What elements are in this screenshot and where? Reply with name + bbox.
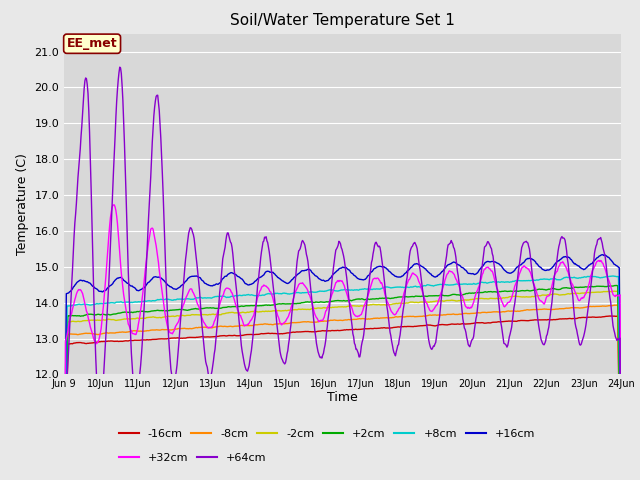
Y-axis label: Temperature (C): Temperature (C) (16, 153, 29, 255)
Title: Soil/Water Temperature Set 1: Soil/Water Temperature Set 1 (230, 13, 455, 28)
X-axis label: Time: Time (327, 391, 358, 404)
Legend: +32cm, +64cm: +32cm, +64cm (114, 449, 271, 468)
Text: EE_met: EE_met (67, 37, 117, 50)
